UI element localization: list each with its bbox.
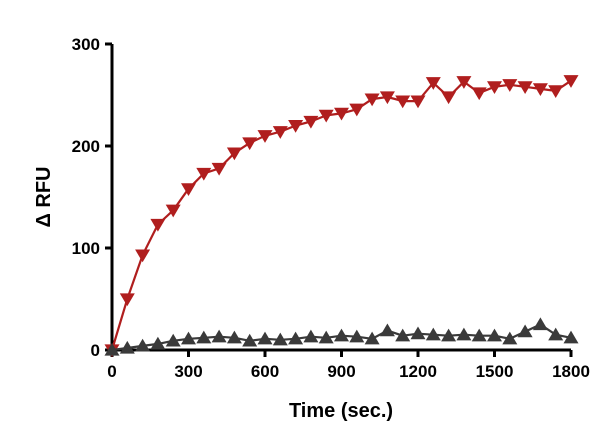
data-point	[150, 336, 166, 350]
data-point	[119, 293, 135, 307]
x-tick-label: 300	[174, 362, 202, 381]
data-point	[135, 338, 151, 352]
series-1	[104, 75, 579, 358]
data-point	[165, 204, 181, 218]
data-point	[502, 79, 518, 92]
data-point	[288, 119, 304, 133]
data-point	[379, 323, 395, 337]
data-point	[441, 91, 457, 105]
plot-area: 0 100 200 300 0 300 600 900 1200 1500 1800	[72, 35, 590, 381]
data-point	[410, 326, 426, 340]
data-point	[150, 218, 166, 232]
x-tick-label: 1200	[399, 362, 437, 381]
data-point	[181, 331, 196, 345]
data-point	[349, 329, 365, 343]
data-point	[303, 329, 319, 343]
data-point	[364, 93, 380, 107]
data-point	[502, 331, 518, 345]
data-point	[487, 81, 502, 94]
data-point	[364, 331, 380, 345]
y-tick-label: 200	[72, 137, 100, 156]
data-point	[425, 327, 441, 341]
data-point	[272, 332, 288, 346]
data-point	[318, 330, 334, 344]
data-point	[517, 324, 533, 338]
data-point	[242, 137, 258, 151]
x-tick-label: 600	[251, 362, 279, 381]
data-point	[441, 328, 457, 342]
x-tick-label: 1500	[476, 362, 514, 381]
data-point	[548, 327, 564, 341]
data-point	[379, 91, 395, 105]
y-tick-label: 300	[72, 35, 100, 54]
y-tick-label: 0	[91, 341, 100, 360]
data-point	[471, 328, 487, 342]
y-tick-label: 100	[72, 239, 100, 258]
data-point	[532, 317, 548, 331]
data-point	[165, 333, 181, 347]
data-point	[303, 115, 319, 129]
data-point	[257, 331, 273, 345]
y-ticks: 0 100 200 300	[72, 35, 112, 360]
x-tick-label: 1800	[552, 362, 590, 381]
data-point	[288, 331, 304, 345]
data-point	[563, 330, 579, 344]
data-point	[242, 333, 258, 347]
data-point	[318, 109, 334, 123]
data-point	[211, 329, 227, 343]
data-point	[181, 183, 196, 196]
data-point	[135, 249, 151, 263]
data-point	[196, 330, 212, 344]
data-point	[119, 340, 135, 354]
data-point	[517, 81, 533, 94]
data-point	[272, 126, 288, 139]
x-axis-title: Time (sec.)	[289, 400, 393, 422]
data-point	[334, 107, 349, 121]
x-tick-label: 900	[327, 362, 355, 381]
data-point	[532, 83, 548, 97]
data-point	[196, 167, 212, 181]
data-point	[410, 95, 426, 109]
series-line	[110, 79, 572, 351]
data-point	[211, 162, 227, 176]
series-layer	[104, 75, 579, 358]
x-ticks: 0 300 600 900 1200 1500 1800	[107, 350, 590, 381]
data-point	[395, 328, 411, 342]
x-tick-label: 0	[107, 362, 116, 381]
data-point	[425, 77, 441, 90]
data-point	[334, 328, 349, 342]
series-2	[104, 317, 579, 356]
data-point	[257, 130, 273, 143]
y-axis-title: Δ RFU	[33, 166, 55, 227]
data-point	[563, 75, 579, 88]
data-point	[487, 328, 502, 342]
data-point	[349, 103, 365, 117]
data-point	[548, 85, 564, 99]
data-point	[104, 342, 120, 356]
data-point	[471, 87, 487, 101]
data-point	[456, 327, 472, 341]
data-point	[226, 330, 242, 344]
data-point	[395, 95, 411, 109]
data-point	[226, 147, 242, 161]
data-point	[456, 76, 472, 89]
